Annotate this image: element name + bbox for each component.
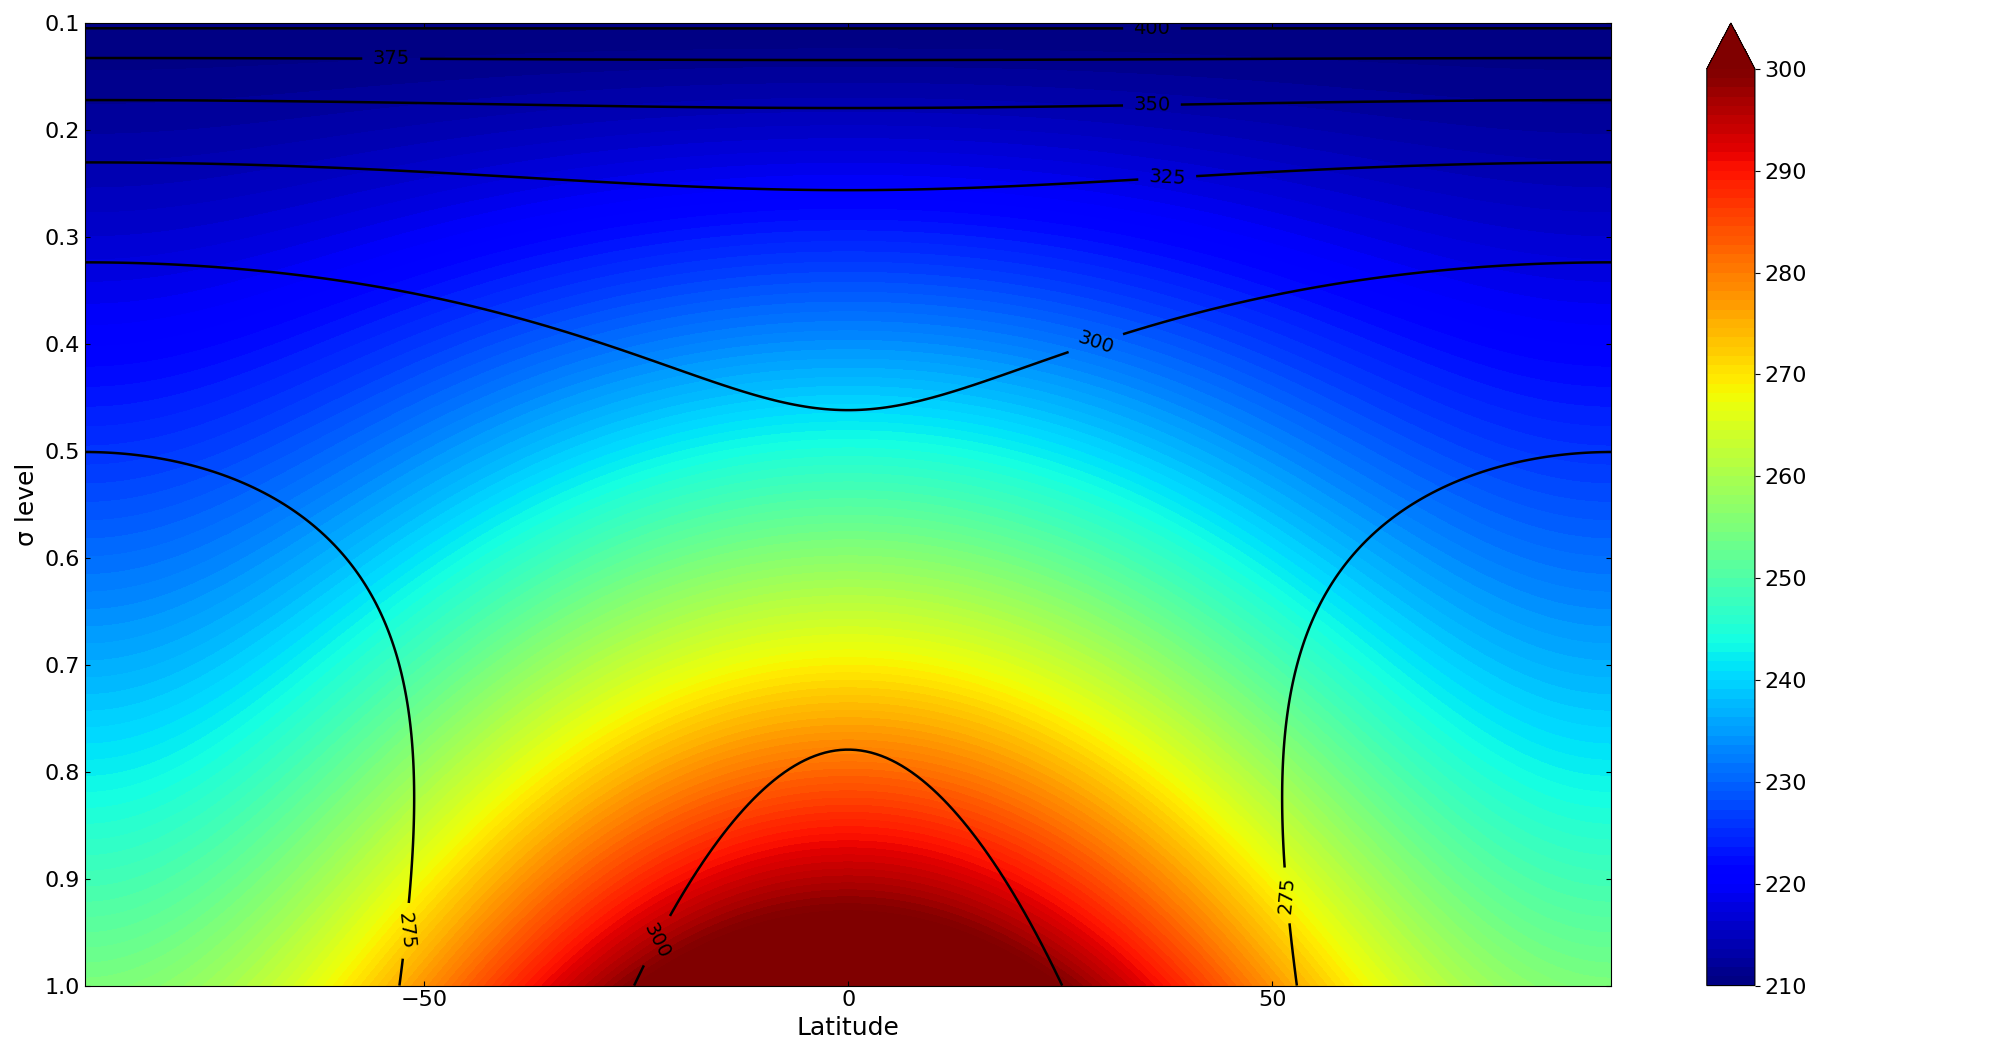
- Text: 400: 400: [1132, 19, 1170, 38]
- Text: 300: 300: [1074, 328, 1116, 358]
- X-axis label: Latitude: Latitude: [797, 1016, 899, 1040]
- Text: 325: 325: [1148, 167, 1186, 189]
- Y-axis label: σ level: σ level: [14, 462, 38, 546]
- PathPatch shape: [1706, 23, 1754, 69]
- Text: 375: 375: [373, 50, 409, 69]
- Text: 300: 300: [640, 920, 672, 961]
- Text: 275: 275: [395, 912, 417, 951]
- Text: 350: 350: [1132, 95, 1170, 115]
- Text: 275: 275: [1274, 876, 1297, 915]
